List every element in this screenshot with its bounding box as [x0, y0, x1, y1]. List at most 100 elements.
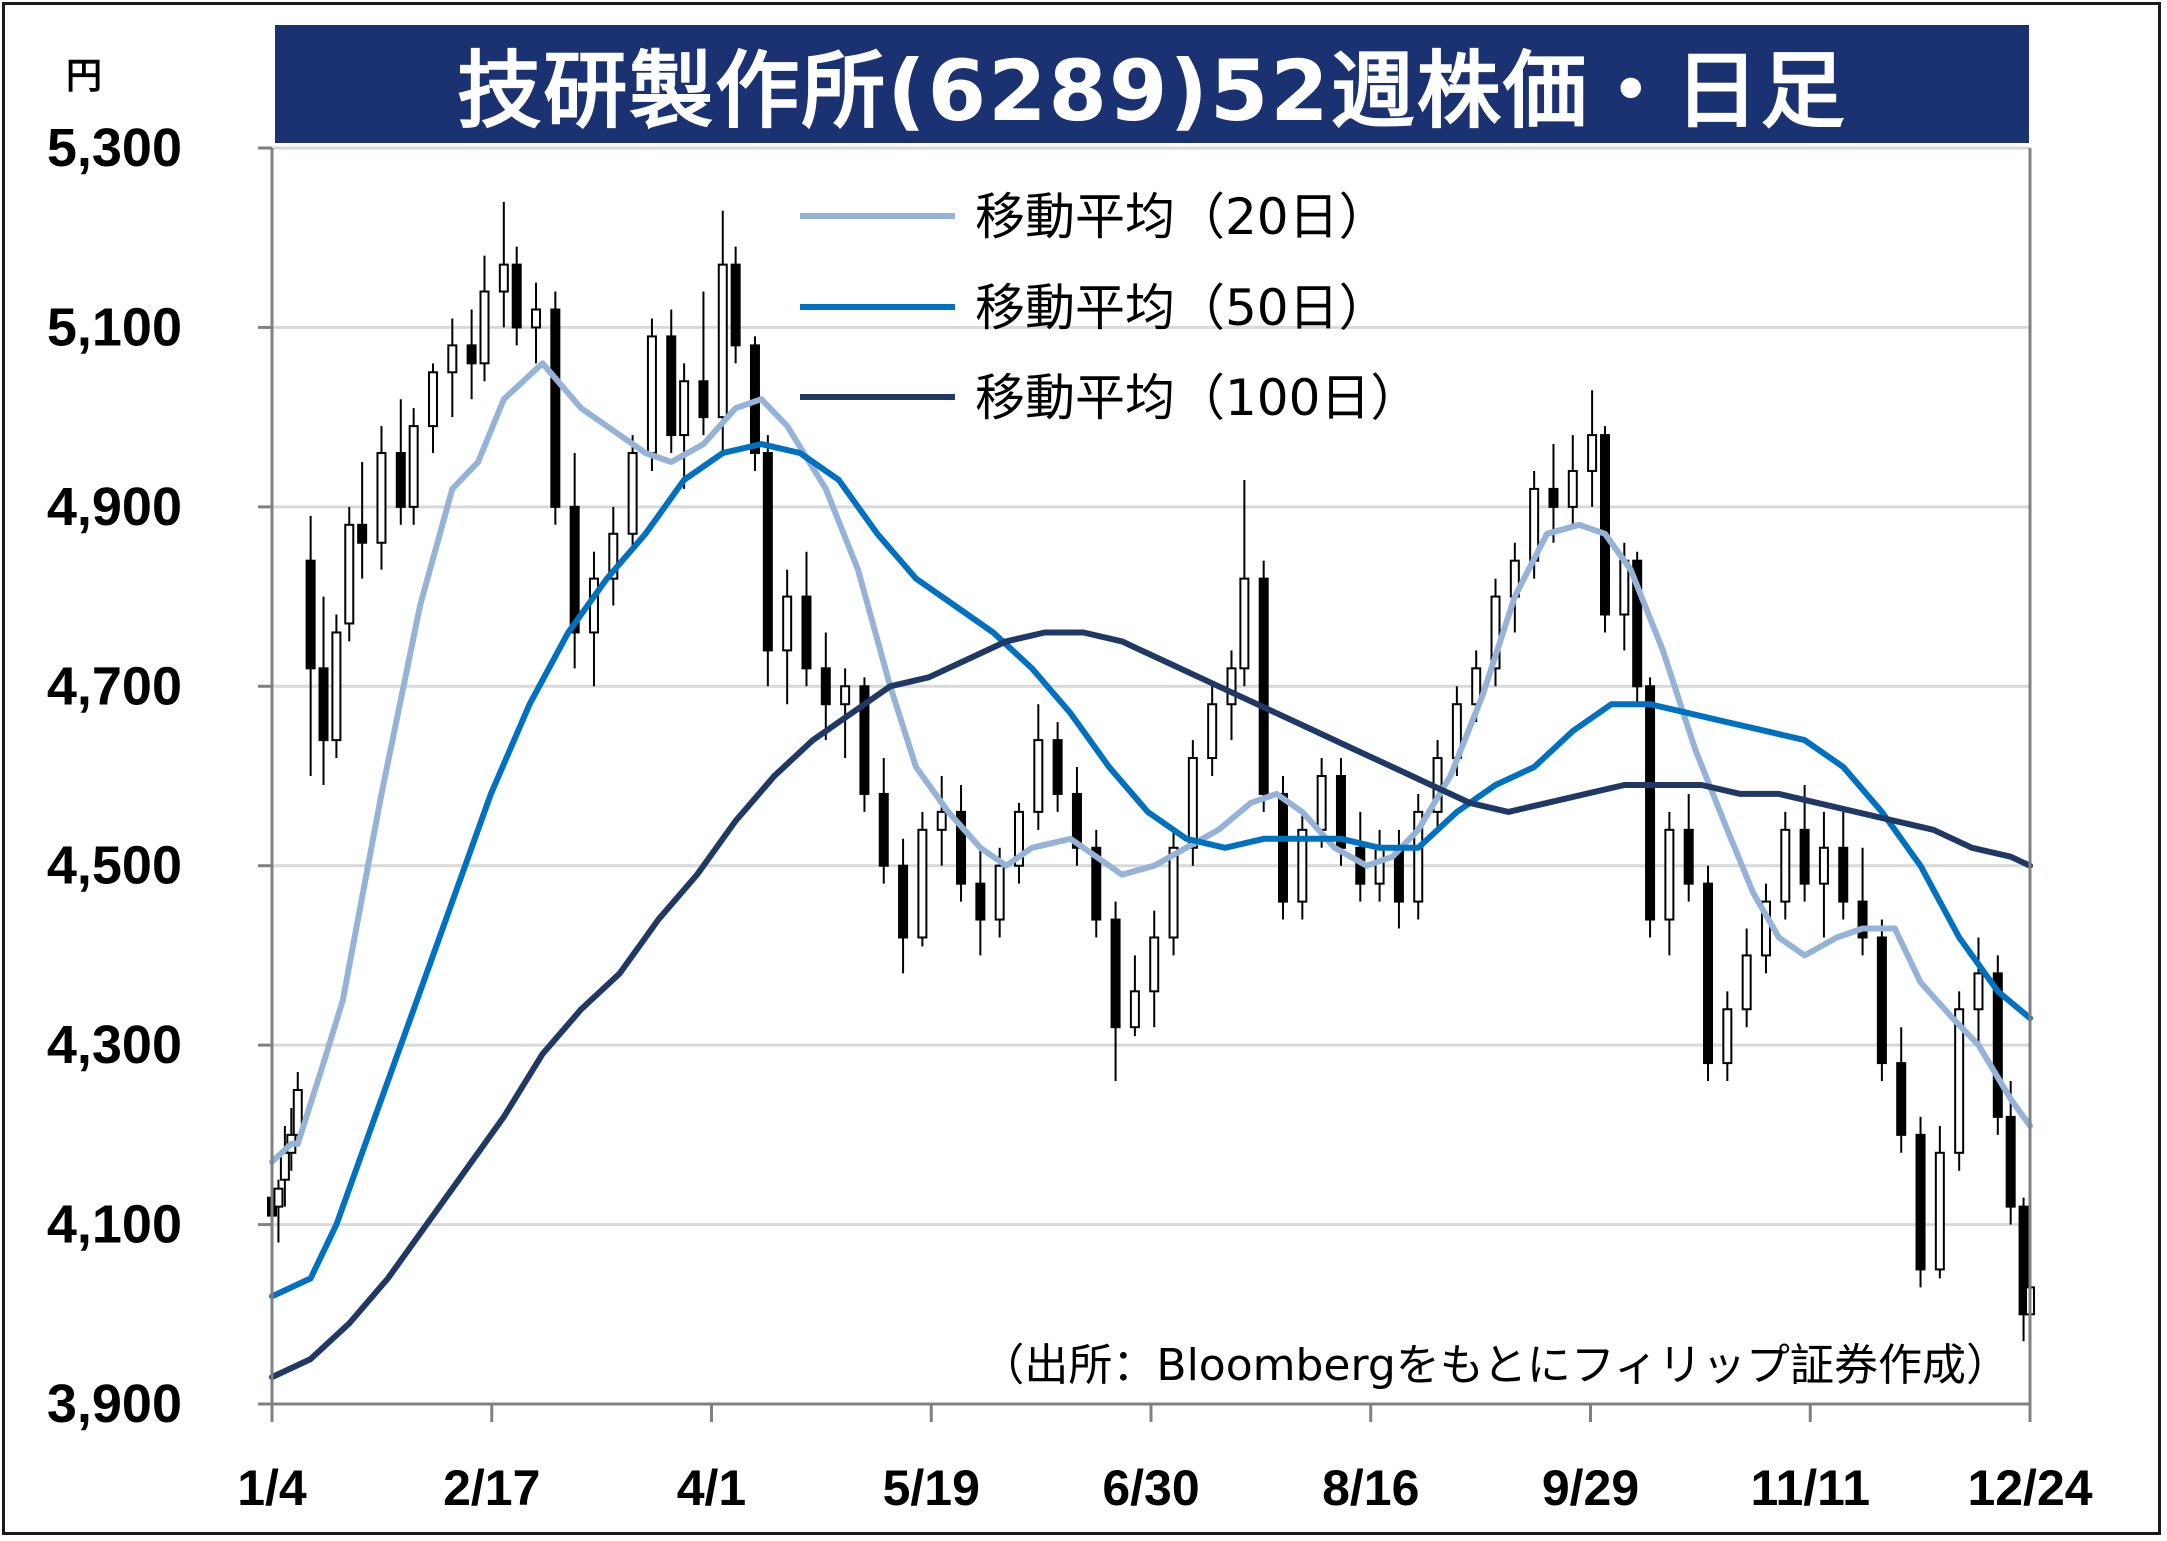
ma20-line — [269, 360, 2033, 1165]
candle-body — [1722, 1008, 1733, 1065]
legend-label: 移動平均（20日） — [975, 188, 1389, 246]
candle-body — [1374, 846, 1385, 885]
candle-body — [666, 335, 677, 437]
chart-title: 技研製作所(6289)52週株価・日足 — [457, 41, 1847, 140]
candle — [975, 847, 986, 956]
candle — [1490, 578, 1501, 687]
candle-body — [801, 595, 812, 670]
candle-body — [2018, 1205, 2029, 1316]
candle — [1091, 829, 1102, 938]
candle — [1915, 1116, 1926, 1288]
candle-body — [820, 667, 831, 706]
candle-body — [936, 810, 947, 831]
candle — [344, 506, 355, 642]
candle-body — [698, 380, 709, 419]
x-tick-label: 4/1 — [677, 1460, 747, 1516]
candle — [730, 246, 741, 364]
candle-body — [730, 263, 741, 347]
candle-body — [1741, 954, 1752, 1011]
y-tick-label: 4,500 — [47, 836, 182, 896]
candle — [1934, 1125, 1945, 1279]
candle — [1587, 390, 1598, 507]
candle — [1168, 829, 1179, 956]
candle-body — [898, 864, 909, 939]
candle-body — [1567, 469, 1578, 508]
candle — [305, 515, 316, 776]
candle-body — [1683, 828, 1694, 885]
candle-body — [1258, 577, 1269, 795]
candle-body — [1954, 1008, 1965, 1154]
candle — [1599, 426, 1610, 633]
candle — [917, 811, 928, 947]
candle-body — [273, 1187, 284, 1208]
source-note: （出所：Bloombergをもとにフィリップ証券作成） — [980, 1340, 2010, 1391]
candle — [1335, 758, 1346, 866]
candle-body — [1632, 559, 1643, 688]
candle-body — [840, 685, 851, 706]
axes — [258, 146, 2032, 1422]
candle-body — [1013, 810, 1024, 867]
x-tick-label: 1/4 — [237, 1460, 307, 1516]
candle — [466, 309, 477, 400]
candle — [956, 784, 967, 902]
candle — [498, 201, 509, 328]
candle-body — [1207, 703, 1218, 760]
candle — [1799, 784, 1810, 902]
candle-body — [1187, 757, 1198, 849]
candle-body — [1599, 434, 1610, 616]
candle-body — [1149, 936, 1160, 993]
candle-body — [305, 559, 316, 670]
candle — [588, 551, 599, 687]
candle-body — [994, 864, 1005, 921]
candle-body — [608, 532, 619, 580]
candle-body — [1973, 972, 1984, 1011]
candle — [698, 291, 709, 436]
y-tick-label: 4,900 — [47, 477, 182, 537]
candle — [1992, 955, 2003, 1135]
x-tick-label: 8/16 — [1322, 1460, 1419, 1516]
y-tick-label: 5,100 — [47, 297, 182, 357]
candle — [1033, 704, 1044, 830]
candle-body — [1857, 900, 1868, 939]
candle — [531, 282, 542, 364]
candle — [859, 677, 870, 812]
candle-body — [878, 792, 889, 867]
candle — [479, 255, 490, 382]
candle — [782, 569, 793, 705]
candle — [1052, 722, 1063, 812]
candle-body — [1587, 434, 1598, 472]
y-tick-label: 3,900 — [47, 1374, 182, 1434]
candle — [1838, 811, 1849, 920]
candle-body — [975, 882, 986, 921]
candle-body — [344, 523, 355, 625]
candle-body — [1490, 595, 1501, 670]
x-tick-labels: 1/4 2/17 4/1 5/19 6/30 8/16 9/29 11/11 12/24 — [237, 1460, 2093, 1516]
candle — [1876, 919, 1887, 1082]
candle-body — [717, 263, 728, 419]
candle-body — [1915, 1133, 1926, 1271]
candle — [357, 462, 368, 579]
candle-body — [466, 344, 477, 365]
candle — [408, 408, 419, 525]
candle — [1818, 811, 1829, 938]
candle-body — [956, 810, 967, 885]
y-tick-label: 4,700 — [47, 656, 182, 716]
title-bar: 技研製作所(6289)52週株価・日足 — [275, 25, 2029, 143]
candle — [1973, 937, 1984, 1046]
x-tick-label: 2/17 — [443, 1460, 540, 1516]
candle — [550, 291, 561, 525]
candle-body — [550, 308, 561, 508]
candle — [1741, 928, 1752, 1028]
candle-body — [2005, 1115, 2016, 1208]
candle — [1013, 802, 1024, 884]
candles-group — [267, 201, 2035, 1351]
candle-body — [511, 263, 522, 329]
candle-body — [1316, 775, 1327, 831]
candle — [1129, 955, 1140, 1037]
candle-body — [1297, 828, 1308, 903]
candle-body — [1876, 936, 1887, 1065]
candle-body — [447, 344, 458, 374]
candle-body — [569, 505, 580, 634]
candle — [273, 1179, 284, 1243]
